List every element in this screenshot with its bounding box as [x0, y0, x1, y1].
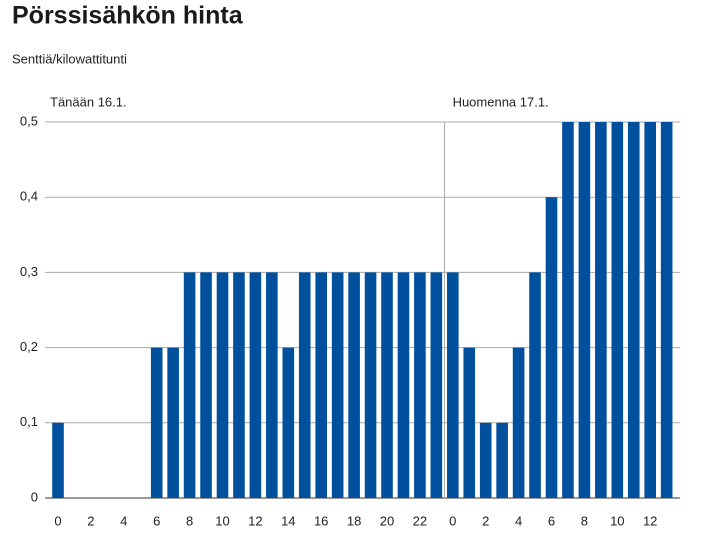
y-tick-label: 0,3 — [20, 264, 38, 279]
bar — [447, 272, 459, 498]
bar — [52, 422, 64, 498]
bar — [364, 272, 377, 498]
x-tick-label: 14 — [281, 513, 295, 528]
bar — [660, 122, 673, 498]
x-tick-label: 18 — [347, 513, 361, 528]
bar — [298, 272, 311, 498]
x-tick-label: 10 — [610, 513, 624, 528]
bar — [627, 122, 640, 498]
chart-title: Pörssisähkön hinta — [12, 2, 244, 30]
bar — [381, 272, 393, 498]
bar — [512, 347, 525, 498]
bar — [414, 272, 426, 498]
bar — [315, 272, 327, 498]
bar — [644, 122, 656, 498]
annotation: Tänään 16.1. — [50, 94, 127, 109]
bar — [233, 272, 245, 498]
bar — [266, 272, 278, 498]
x-tick-label: 12 — [643, 513, 657, 528]
bar — [578, 122, 591, 498]
bar — [167, 347, 179, 498]
x-tick-label: 10 — [215, 513, 229, 528]
bar — [150, 347, 163, 498]
bar — [282, 347, 295, 498]
bar — [348, 272, 360, 498]
x-tick-label: 20 — [380, 513, 394, 528]
bar — [545, 197, 558, 498]
x-tick-label: 2 — [482, 513, 489, 528]
bar — [496, 422, 508, 498]
bar — [595, 122, 607, 498]
x-tick-label: 4 — [120, 513, 127, 528]
bar — [183, 272, 196, 498]
bar — [611, 122, 624, 498]
bar — [397, 272, 410, 498]
annotation: Huomenna 17.1. — [453, 94, 549, 109]
y-tick-label: 0 — [31, 489, 38, 504]
x-tick-label: 8 — [186, 513, 193, 528]
y-tick-label: 0,2 — [20, 339, 38, 354]
x-tick-label: 2 — [87, 513, 94, 528]
x-tick-label: 12 — [248, 513, 262, 528]
y-tick-label: 0,1 — [20, 414, 38, 429]
y-tick-label: 0,4 — [20, 189, 38, 204]
x-tick-label: 0 — [449, 513, 456, 528]
x-tick-label: 6 — [548, 513, 555, 528]
x-tick-label: 6 — [153, 513, 160, 528]
y-tick-label: 0,5 — [20, 113, 38, 128]
bar — [200, 272, 212, 498]
x-tick-label: 8 — [581, 513, 588, 528]
bar — [479, 422, 492, 498]
plot: 0 0,1 0,2 0,3 0,4 0,5 0 2 4 6 8 10 12 14 16 18 20 22 0 2 4 6 8… — [20, 113, 680, 528]
x-tick-label: 22 — [413, 513, 427, 528]
bar — [430, 272, 443, 498]
chart-subtitle: Senttiä/kilowattitunti — [12, 51, 127, 66]
bar — [529, 272, 541, 498]
bar — [331, 272, 344, 498]
x-tick-label: 16 — [314, 513, 328, 528]
x-tick-label: 4 — [515, 513, 522, 528]
bar — [562, 122, 574, 498]
bar — [463, 347, 476, 498]
x-tick-label: 0 — [54, 513, 61, 528]
bar — [249, 272, 262, 498]
bar — [216, 272, 229, 498]
